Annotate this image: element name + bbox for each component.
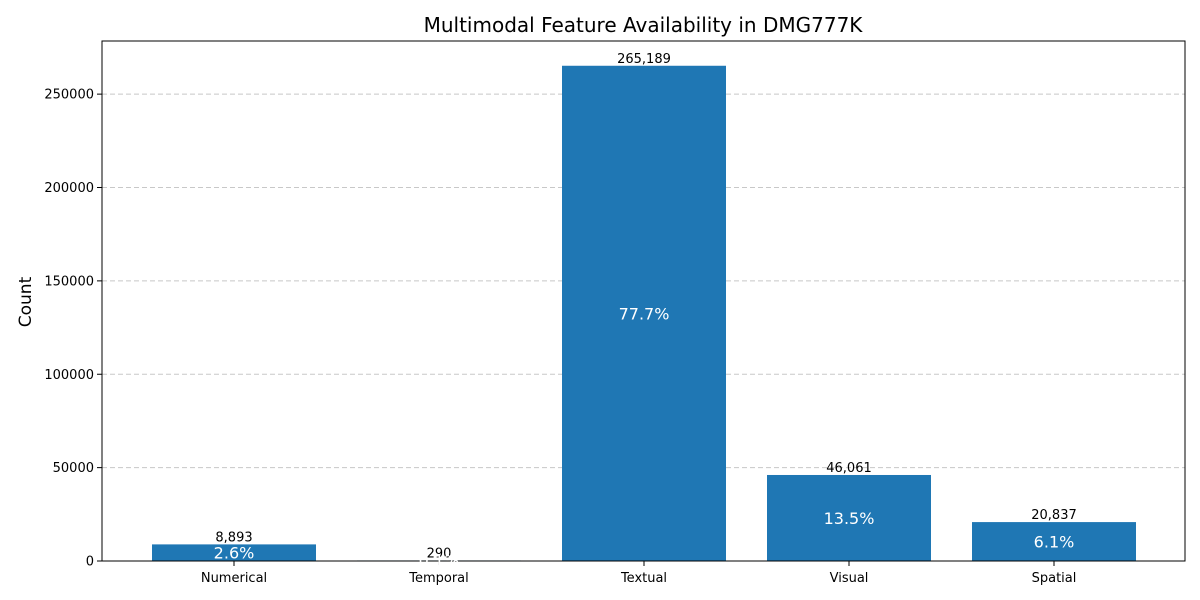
y-axis-label: Count [16, 276, 36, 327]
y-tick-label: 200000 [44, 181, 94, 196]
bar [152, 544, 316, 561]
bar [767, 474, 931, 561]
percent-label: 2.6% [214, 544, 255, 563]
value-label: 20,837 [1031, 508, 1077, 523]
bar [562, 65, 726, 562]
x-tick-label: Textual [620, 571, 667, 586]
x-tick-label: Visual [830, 571, 869, 586]
bars [152, 65, 1136, 562]
gridlines [102, 93, 1185, 469]
percent-label: 6.1% [1034, 533, 1075, 552]
percent-label: 77.7% [619, 304, 670, 323]
y-tick-label: 100000 [44, 368, 94, 383]
x-axis: Numerical Temporal Textual Visual Spatial [201, 561, 1077, 586]
x-tick-label: Temporal [408, 571, 469, 586]
value-label: 265,189 [617, 52, 671, 67]
percent-label: 0.1% [419, 552, 460, 571]
y-tick-label: 50000 [53, 461, 94, 476]
x-tick-label: Numerical [201, 571, 267, 586]
chart-title: Multimodal Feature Availability in DMG77… [424, 13, 864, 37]
value-label: 290 [427, 546, 452, 561]
y-axis: 0 50000 100000 150000 200000 250000 [44, 88, 102, 570]
y-tick-label: 0 [86, 555, 94, 570]
value-label: 8,893 [215, 530, 252, 545]
x-tick-label: Spatial [1032, 571, 1077, 586]
y-tick-label: 150000 [44, 274, 94, 289]
percent-label: 13.5% [824, 509, 875, 528]
value-label: 46,061 [826, 461, 872, 476]
y-tick-label: 250000 [44, 88, 94, 103]
bar [972, 522, 1136, 561]
